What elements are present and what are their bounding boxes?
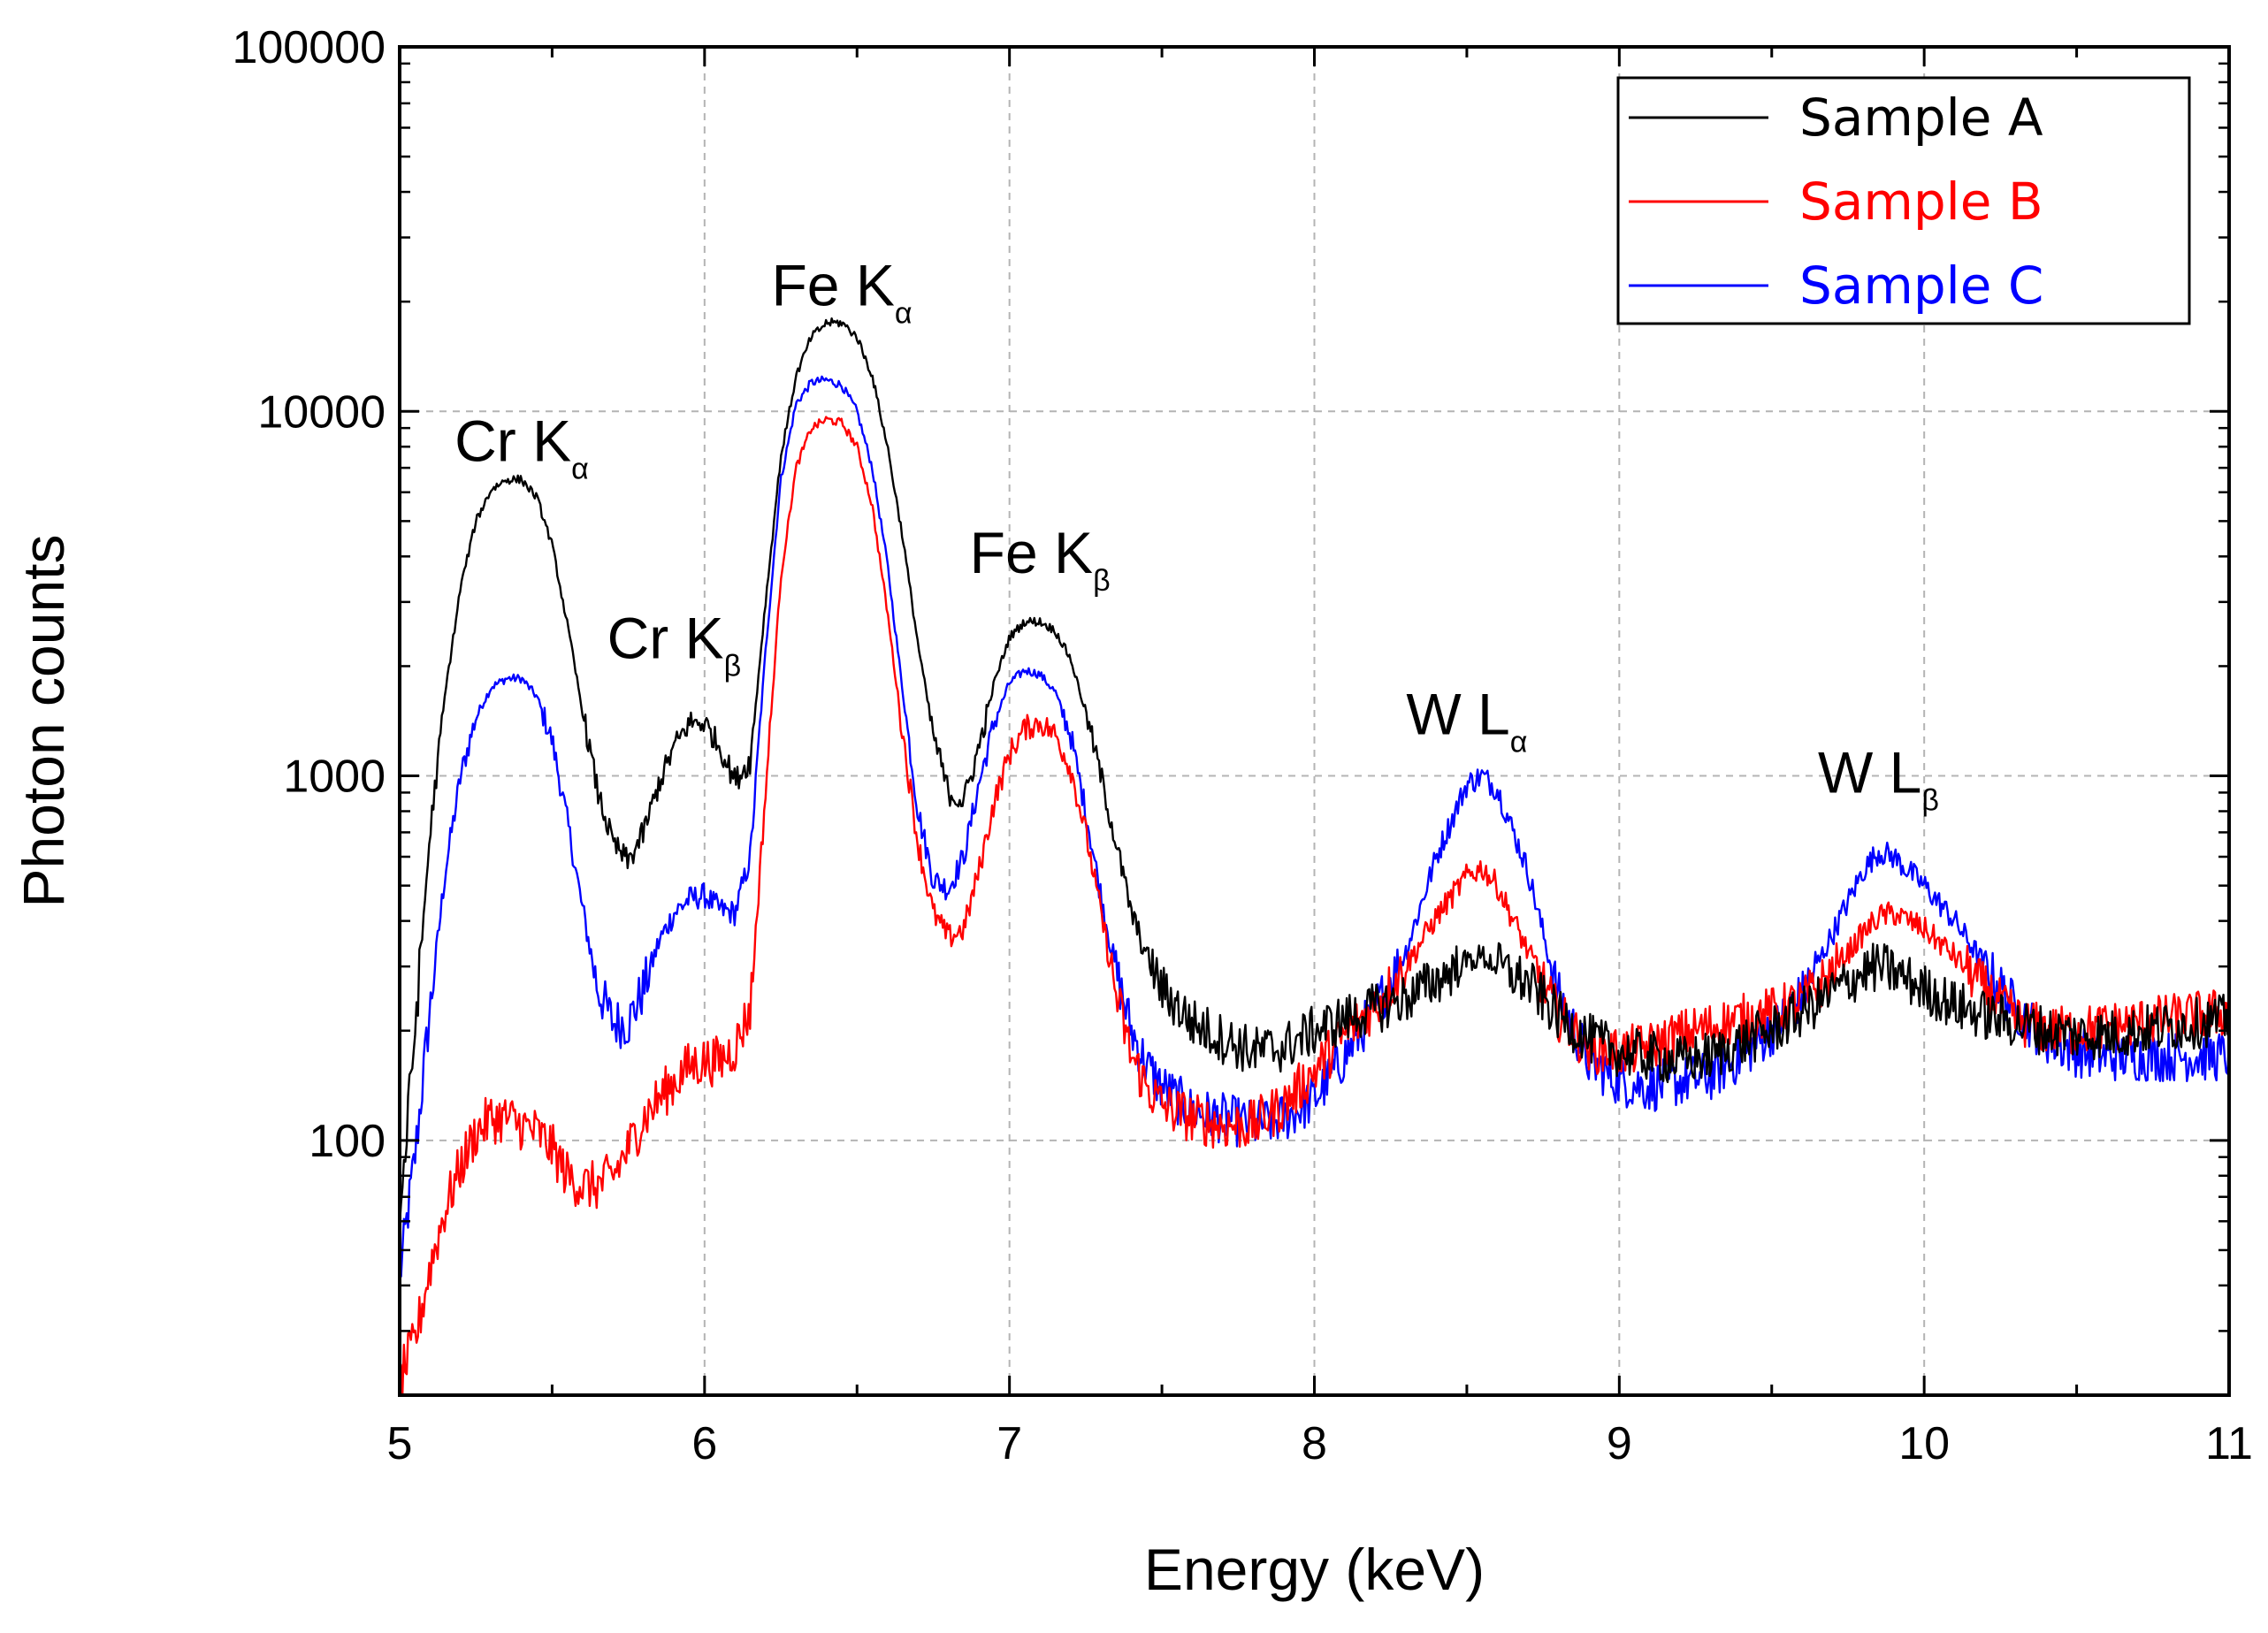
y-tick-label: 100000 bbox=[232, 22, 386, 73]
legend-label-sample-a: Sample A bbox=[1799, 88, 2043, 148]
legend-label-sample-c: Sample C bbox=[1799, 256, 2043, 316]
series-line-sample-b bbox=[400, 416, 2229, 1395]
peak-label: Cr Kβ bbox=[607, 606, 742, 683]
x-tick-label: 5 bbox=[387, 1418, 413, 1469]
x-tick-label: 7 bbox=[997, 1418, 1022, 1469]
peak-label: Fe Kα bbox=[771, 253, 912, 331]
legend-label-sample-b: Sample B bbox=[1799, 172, 2043, 232]
series-group bbox=[400, 317, 2229, 1395]
x-tick-label: 6 bbox=[691, 1418, 717, 1469]
y-axis-label: Photon counts bbox=[11, 535, 76, 908]
peak-label: W Lα bbox=[1406, 682, 1527, 759]
y-tick-label: 10000 bbox=[257, 386, 386, 438]
legend: Sample A Sample B Sample C bbox=[1616, 76, 2191, 325]
x-tick-label: 8 bbox=[1302, 1418, 1327, 1469]
x-tick-label: 9 bbox=[1607, 1418, 1632, 1469]
axis-ticks: 5 6 7 8 9 10 11 100 1000 10000 100000 bbox=[232, 22, 2253, 1469]
series-line-sample-c bbox=[400, 375, 2229, 1278]
x-tick-label: 11 bbox=[2205, 1418, 2253, 1469]
peak-label: Fe Kβ bbox=[970, 520, 1111, 598]
peak-label: Cr Kα bbox=[454, 408, 589, 486]
peak-label: W Lβ bbox=[1818, 739, 1939, 817]
x-tick-label: 10 bbox=[1898, 1418, 1950, 1469]
peak-annotations: Cr Kα Cr Kβ Fe Kα Fe Kβ W Lα W Lβ bbox=[454, 253, 1939, 818]
y-tick-label: 1000 bbox=[283, 752, 386, 803]
series-line-sample-a bbox=[400, 317, 2229, 1225]
x-axis-label: Energy (keV) bbox=[1144, 1537, 1485, 1602]
y-tick-label: 100 bbox=[309, 1116, 386, 1167]
